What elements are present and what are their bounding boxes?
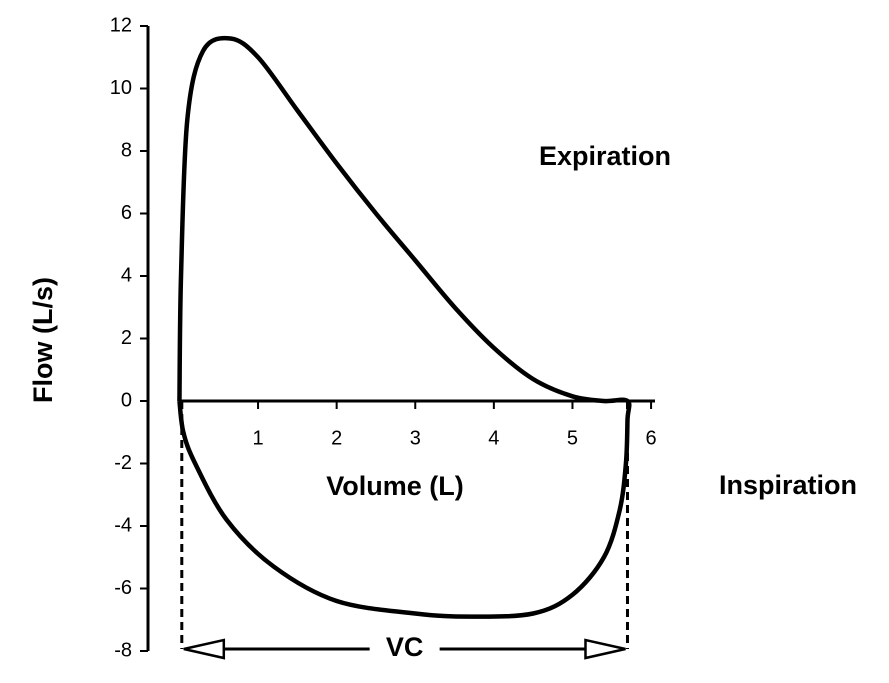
x-tick-label: 1 bbox=[252, 427, 263, 449]
y-tick-label: 8 bbox=[121, 139, 132, 161]
annotation: Expiration bbox=[539, 141, 671, 171]
x-tick-label: 5 bbox=[567, 427, 578, 449]
y-axis-label: Flow (L/s) bbox=[28, 277, 58, 403]
annotation: Inspiration bbox=[719, 470, 857, 500]
x-tick-label: 2 bbox=[331, 427, 342, 449]
y-tick-label: 12 bbox=[110, 14, 132, 36]
y-tick-label: 0 bbox=[121, 389, 132, 411]
y-tick-label: 6 bbox=[121, 202, 132, 224]
x-tick-label: 3 bbox=[410, 427, 421, 449]
x-tick-label: 6 bbox=[646, 427, 657, 449]
flow-volume-curve bbox=[177, 35, 632, 619]
vc-arrowhead bbox=[584, 638, 626, 660]
x-axis-label: Volume (L) bbox=[326, 471, 464, 501]
y-tick-label: 4 bbox=[121, 264, 132, 286]
vc-label: VC bbox=[386, 632, 424, 662]
x-tick-label: 4 bbox=[488, 427, 499, 449]
y-tick-label: 2 bbox=[121, 327, 132, 349]
y-tick-label: -4 bbox=[114, 514, 132, 536]
y-tick-label: -2 bbox=[114, 452, 132, 474]
y-tick-label: -8 bbox=[114, 639, 132, 661]
vc-arrowhead bbox=[183, 638, 226, 660]
y-tick-label: 10 bbox=[110, 77, 132, 99]
y-tick-label: -6 bbox=[114, 577, 132, 599]
